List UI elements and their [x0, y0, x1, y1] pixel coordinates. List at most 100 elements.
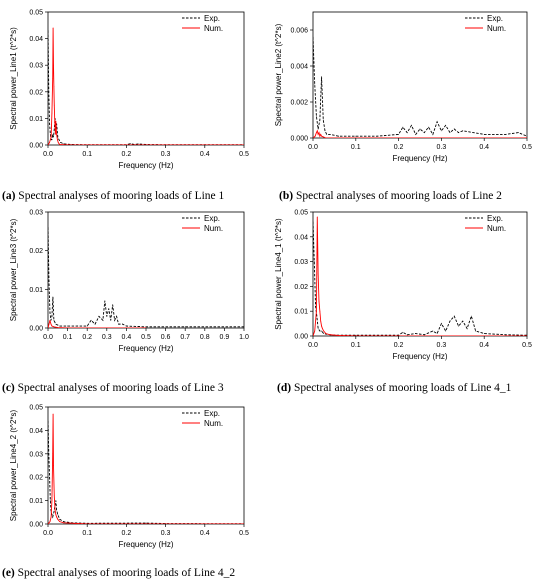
chart-d-point	[318, 300, 320, 302]
chart-c-point	[49, 319, 51, 321]
chart-e-ytick-label: 0.00	[29, 522, 43, 529]
chart-d-point	[316, 315, 318, 317]
chart-b-point	[406, 132, 408, 134]
chart-e-point	[53, 511, 55, 513]
chart-b-xtick-label: 0.2	[394, 144, 404, 151]
chart-e-point	[49, 476, 50, 478]
chart-a-point	[60, 141, 61, 143]
chart-c-point	[49, 312, 51, 313]
chart-d-xtick-label: 0.2	[394, 342, 404, 349]
chart-d-point	[323, 333, 325, 334]
chart-d-point	[322, 328, 323, 329]
chart-e-xlabel: Frequency (Hz)	[118, 540, 173, 549]
chart-a-point	[48, 91, 50, 93]
chart-d-ytick-label: 0.02	[294, 284, 308, 291]
chart-a-point	[54, 125, 56, 127]
chart-a-point	[53, 136, 54, 138]
chart-c-xtick-label: 0.3	[102, 334, 112, 341]
chart-c-point	[48, 327, 49, 328]
chart-a-point	[243, 144, 244, 145]
chart-e-point	[243, 523, 244, 524]
chart-e-ytick-label: 0.02	[29, 475, 43, 482]
chart-c-point	[102, 319, 104, 321]
chart-d-point	[321, 330, 322, 332]
chart-panel-d: 0.0 0.1 0.2 0.3 0.4 0.5 0.00 0.01 0.02 0.03 0.04 0.…	[274, 200, 550, 380]
chart-d-point	[406, 334, 408, 336]
chart-b-point	[316, 132, 317, 134]
chart-c-xtick-label: 0.9	[220, 334, 230, 341]
chart-c-point	[53, 326, 55, 328]
chart-d-point	[453, 315, 455, 317]
chart-d-point	[402, 331, 404, 333]
chart-c-caption-text: Spectral analyses of mooring loads of Li…	[17, 382, 224, 394]
chart-e-ylabel: Spectral power_Line4_2 (t^2*s)	[9, 409, 18, 521]
chart-e-ytick-label: 0.05	[29, 405, 43, 412]
chart-d-point	[441, 335, 442, 336]
chart-d-point	[313, 261, 315, 262]
chart-c-xtick-label: 0.0	[43, 334, 53, 341]
chart-d-point	[436, 333, 438, 334]
chart-b-point	[338, 135, 340, 137]
chart-e-xtick-label: 0.2	[122, 530, 132, 537]
chart-c-xlabel: Frequency (Hz)	[118, 344, 173, 353]
chart-c-point	[104, 300, 106, 302]
chart-e-point	[55, 514, 57, 516]
chart-b-point	[323, 136, 325, 138]
chart-d-point	[475, 330, 477, 332]
chart-d-caption-label: (d)	[277, 382, 292, 394]
chart-c-point	[90, 319, 92, 321]
chart-b-point	[326, 134, 328, 135]
chart-c-point	[86, 325, 88, 327]
chart-b-xtick-label: 0.3	[437, 144, 447, 151]
chart-panel-e: 0.0 0.1 0.2 0.3 0.4 0.5 0.00 0.01 0.02 0.03 0.04 0.…	[0, 395, 275, 565]
chart-e-point	[59, 521, 61, 523]
chart-a-point	[49, 123, 50, 125]
chart-b-series-num	[313, 129, 527, 138]
chart-c-xtick-label: 0.1	[63, 334, 73, 341]
chart-d-point	[415, 333, 417, 334]
chart-c-point	[116, 316, 117, 317]
chart-c-point	[48, 323, 50, 325]
chart-c-ytick-label: 0.02	[29, 248, 43, 255]
chart-e-ytick-label: 0.03	[29, 451, 43, 458]
chart-a-xtick-label: 0.2	[122, 151, 132, 158]
chart-c-point	[50, 323, 52, 325]
chart-c-xtick-label: 1.0	[239, 334, 249, 341]
chart-c-point	[122, 323, 123, 325]
chart-b-point	[398, 134, 399, 135]
chart-a-point	[55, 120, 57, 122]
chart-d-point	[423, 334, 425, 336]
chart-a-point	[53, 128, 55, 130]
chart-d-point	[317, 273, 319, 275]
chart-b-point	[319, 135, 321, 137]
chart-d-xtick-label: 0.3	[437, 342, 447, 349]
chart-d-point	[315, 305, 316, 307]
chart-c-xtick-label: 0.2	[82, 334, 92, 341]
chart-c-point	[145, 326, 147, 328]
chart-a-caption-text: Spectral analyses of mooring loads of Li…	[18, 190, 225, 202]
chart-d-caption-text: Spectral analyses of mooring loads of Li…	[293, 382, 512, 394]
chart-c-point	[110, 319, 112, 321]
chart-a-ytick-label: 0.05	[29, 10, 43, 17]
chart-a-series-num	[48, 27, 244, 145]
chart-d-svg: 0.0 0.1 0.2 0.3 0.4 0.5 0.00 0.01 0.02 0.03 0.04 0.…	[274, 210, 532, 362]
chart-a-point	[51, 112, 53, 114]
chart-c-svg: 0.0 0.1 0.2 0.3 0.4 0.5 0.6 0.7 0.8 0.9 1.0 0.00 0.0…	[9, 210, 249, 354]
chart-e-point	[54, 509, 56, 511]
chart-c-xtick-label: 0.8	[200, 334, 210, 341]
chart-a-point	[57, 139, 58, 141]
chart-e-point	[145, 522, 147, 524]
chart-c-ytick-label: 0.03	[29, 210, 43, 217]
chart-c-point	[118, 323, 119, 325]
chart-b-point	[518, 132, 519, 134]
chart-d-point	[441, 323, 442, 324]
chart-a-caption: (a) Spectral analyses of mooring loads o…	[2, 190, 224, 202]
chart-c-point	[77, 325, 78, 327]
chart-d-point	[325, 333, 327, 334]
chart-a-point	[58, 143, 60, 145]
chart-e-point	[48, 453, 50, 455]
chart-a-point	[53, 104, 55, 106]
chart-d-point	[526, 335, 527, 336]
chart-c-caption: (c) Spectral analyses of mooring loads o…	[2, 382, 224, 394]
chart-b-legend-label: Exp.	[487, 14, 503, 23]
